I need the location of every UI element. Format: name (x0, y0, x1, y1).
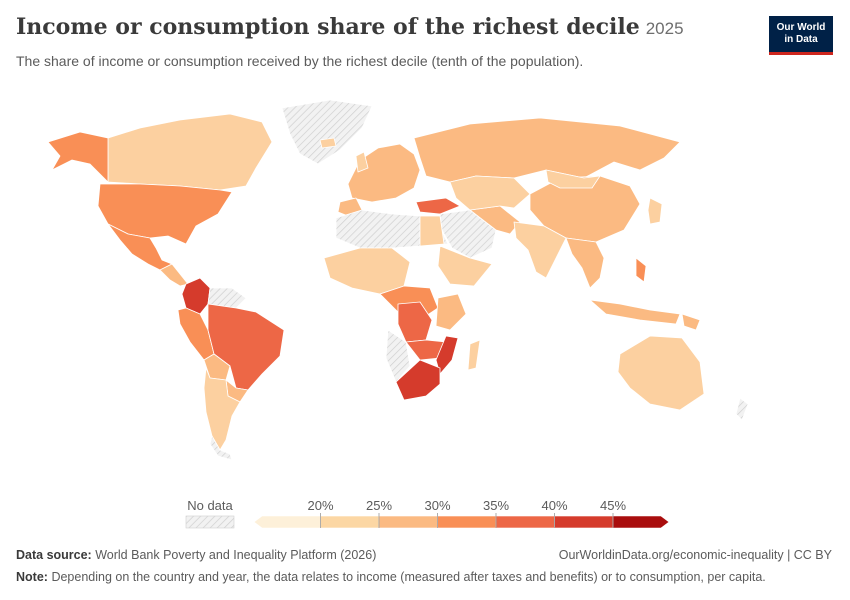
data-source: Data source: World Bank Poverty and Ineq… (16, 548, 376, 562)
region-madagascar[interactable] (467, 339, 481, 371)
region-russia[interactable] (413, 117, 681, 183)
region-argentina[interactable] (203, 367, 241, 451)
region-central-asia[interactable] (449, 175, 531, 211)
legend-tick-label: 45% (600, 498, 626, 513)
region-patagonia[interactable] (209, 435, 233, 461)
map-legend: No data 20% 25% 30% 35% 40% 45% (185, 498, 670, 529)
legend-bin[interactable] (437, 515, 497, 529)
note-text: Depending on the country and year, the d… (51, 570, 766, 584)
legend-tick-label: 20% (307, 498, 333, 513)
region-colombia[interactable] (181, 277, 211, 315)
logo-line-1: Our World (776, 22, 826, 33)
region-alaska[interactable] (47, 131, 109, 183)
region-venezuela[interactable] (207, 287, 247, 309)
region-png[interactable] (681, 313, 701, 331)
source-url[interactable]: OurWorldinData.org/economic-inequality |… (558, 548, 832, 562)
region-europe[interactable] (347, 143, 421, 203)
region-brazil[interactable] (207, 303, 285, 391)
logo-line-2: in Data (784, 34, 818, 45)
region-china[interactable] (529, 175, 641, 243)
region-mongolia[interactable] (545, 169, 601, 189)
legend-tick-label: 40% (541, 498, 567, 513)
legend-bin[interactable] (378, 515, 438, 529)
region-east-africa[interactable] (435, 293, 467, 331)
region-horn[interactable] (437, 245, 493, 287)
region-egypt[interactable] (419, 215, 445, 247)
region-turkey[interactable] (415, 197, 461, 215)
world-map (47, 99, 749, 461)
region-philippines[interactable] (635, 257, 647, 283)
region-new-zealand[interactable] (735, 397, 749, 421)
region-iceland[interactable] (319, 137, 337, 149)
legend-tick-label: 35% (483, 498, 509, 513)
source-label: Data source: (16, 548, 92, 562)
region-se-asia[interactable] (565, 237, 605, 289)
note-label: Note: (16, 570, 48, 584)
title-text: Income or consumption share of the riche… (16, 14, 640, 40)
no-data-swatch (185, 515, 235, 529)
legend-tick-label: 30% (424, 498, 450, 513)
chart-note: Note: Depending on the country and year,… (16, 570, 766, 584)
chart-subtitle: The share of income or consumption recei… (16, 53, 584, 69)
region-west-africa[interactable] (323, 247, 411, 295)
region-greenland[interactable] (281, 99, 373, 165)
region-canada[interactable] (107, 113, 273, 191)
no-data-label: No data (187, 498, 233, 513)
region-uk[interactable] (355, 151, 369, 173)
legend-bin[interactable] (320, 515, 380, 529)
owid-logo[interactable]: Our World in Data (769, 16, 833, 55)
region-angola[interactable] (385, 329, 411, 383)
legend-bin[interactable] (495, 515, 555, 529)
region-mozambique[interactable] (435, 335, 459, 375)
region-australia[interactable] (617, 335, 705, 411)
legend-tick-label: 25% (366, 498, 392, 513)
legend-bin[interactable] (612, 515, 670, 529)
source-text[interactable]: World Bank Poverty and Inequality Platfo… (95, 548, 377, 562)
region-india[interactable] (513, 221, 567, 279)
region-south-africa[interactable] (395, 359, 441, 401)
title-year: 2025 (645, 19, 684, 38)
legend-bin[interactable] (554, 515, 614, 529)
chart-title: Income or consumption share of the riche… (16, 14, 684, 40)
region-indonesia[interactable] (589, 299, 681, 325)
legend-bin[interactable] (253, 515, 321, 529)
region-japan[interactable] (647, 197, 663, 225)
